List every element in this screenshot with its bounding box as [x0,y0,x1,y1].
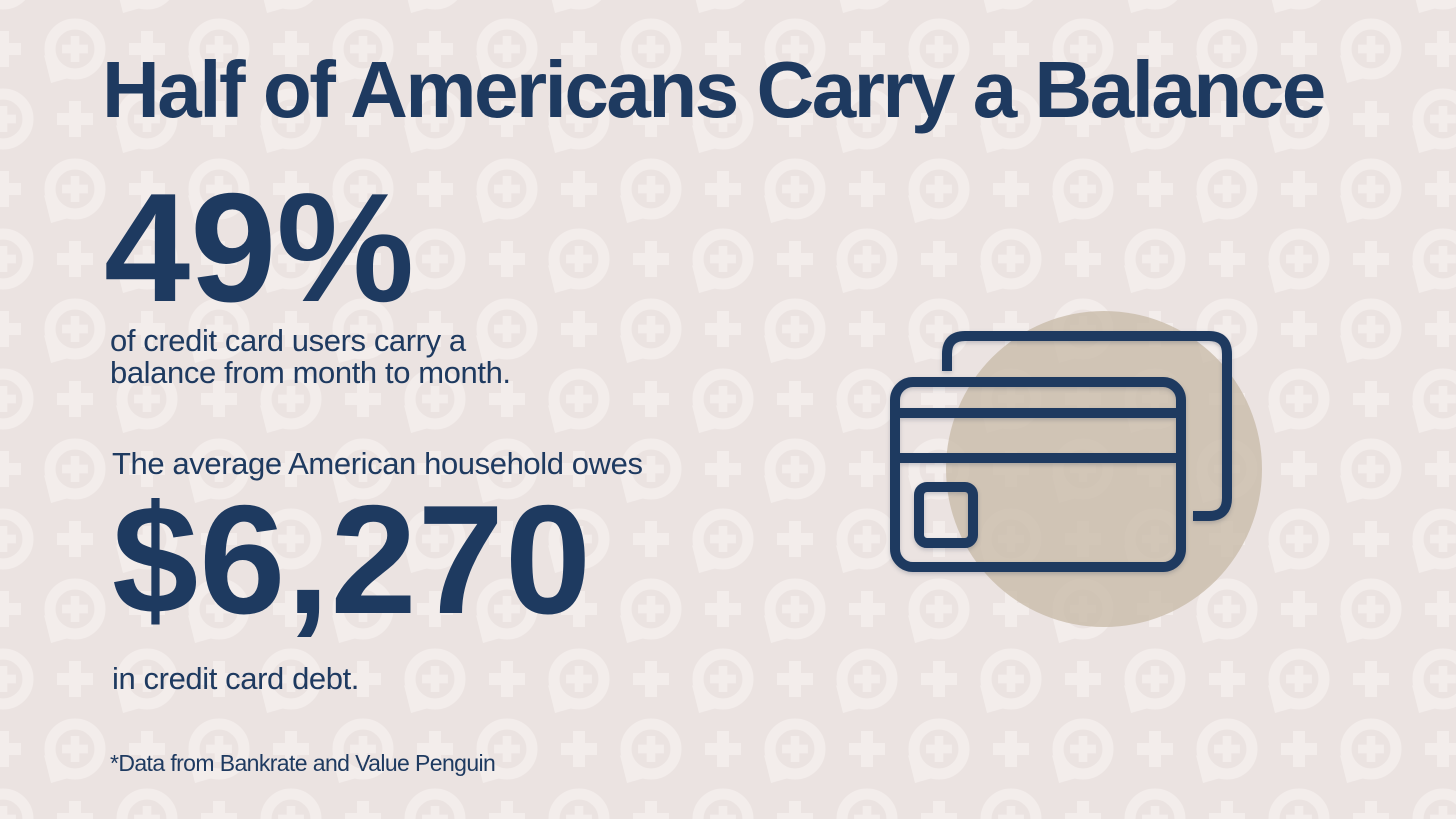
stat-secondary-value: $6,270 [112,473,593,646]
stat-secondary-description: in credit card debt. [112,661,360,696]
card-chip [914,482,978,548]
stat-primary-description: of credit card users carry a balance fro… [110,323,511,390]
credit-cards-icon [890,331,1232,572]
page-title: Half of Americans Carry a Balance [102,45,1326,134]
beige-circle-backdrop [946,311,1262,627]
footnote: *Data from Bankrate and Value Penguin [110,750,496,776]
back-credit-card [942,331,1232,521]
credit-cards-illustration [890,311,1262,627]
stat-secondary-lead: The average American household owes [112,446,643,481]
stat-primary-value: 49% [104,161,415,334]
front-credit-card [890,377,1186,572]
